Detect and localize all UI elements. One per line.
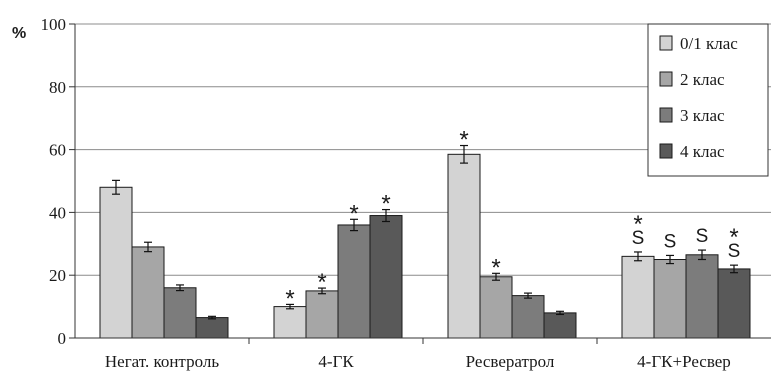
bar <box>99 186 133 339</box>
bar <box>479 276 513 339</box>
legend: 0/1 клас 2 клас 3 клас 4 клас <box>647 23 769 177</box>
bar <box>337 224 371 339</box>
legend-swatch <box>659 71 673 87</box>
significance-mark: * <box>491 254 500 281</box>
legend-label: 4 клас <box>680 142 725 161</box>
bar <box>447 153 481 339</box>
legend-swatch <box>659 143 673 159</box>
significance-mark: S <box>696 226 709 247</box>
legend-label: 0/1 клас <box>680 34 738 53</box>
axes <box>69 23 771 344</box>
bar <box>131 246 165 339</box>
y-tick-label: 60 <box>49 141 66 160</box>
bar <box>305 290 339 339</box>
significance-mark: * <box>285 285 294 312</box>
y-tick-labels: 0 20 40 60 80 100 <box>41 15 67 348</box>
category-label: Ресвератрол <box>466 352 555 371</box>
legend-label: 3 клас <box>680 106 725 125</box>
bar <box>685 254 719 339</box>
y-tick-label: 40 <box>49 203 66 222</box>
legend-swatch <box>659 107 673 123</box>
significance-mark: * <box>633 211 642 238</box>
category-labels: Негат. контроль 4-ГК Ресвератрол 4-ГК+Ресве… <box>105 352 731 371</box>
significance-mark: S <box>728 241 741 262</box>
bar <box>163 287 197 339</box>
bar <box>195 317 229 339</box>
significance-mark: * <box>317 269 326 296</box>
significance-mark: * <box>381 191 390 218</box>
significance-mark: * <box>349 200 358 227</box>
bar <box>717 268 751 339</box>
significance-mark: S <box>632 228 645 249</box>
category-label: 4-ГК+Ресвер <box>637 352 731 371</box>
bar <box>511 295 545 339</box>
significance-mark: * <box>729 224 738 251</box>
legend-label: 2 клас <box>680 70 725 89</box>
error-bars <box>112 144 738 320</box>
y-tick-label: 80 <box>49 78 66 97</box>
y-tick-label: 100 <box>41 15 67 34</box>
category-label: Негат. контроль <box>105 352 219 371</box>
significance-marks: *** ***S*S SS* <box>285 127 740 313</box>
bars <box>99 153 751 339</box>
bar <box>621 255 655 339</box>
bar <box>369 215 403 339</box>
y-axis-unit: % <box>12 25 26 42</box>
y-tick-label: 20 <box>49 266 66 285</box>
category-label: 4-ГК <box>318 352 354 371</box>
significance-mark: * <box>459 127 468 154</box>
legend-swatch <box>659 35 673 51</box>
bar <box>653 259 687 339</box>
y-tick-label: 0 <box>58 329 67 348</box>
significance-mark: S <box>664 231 677 252</box>
bar <box>543 312 577 339</box>
